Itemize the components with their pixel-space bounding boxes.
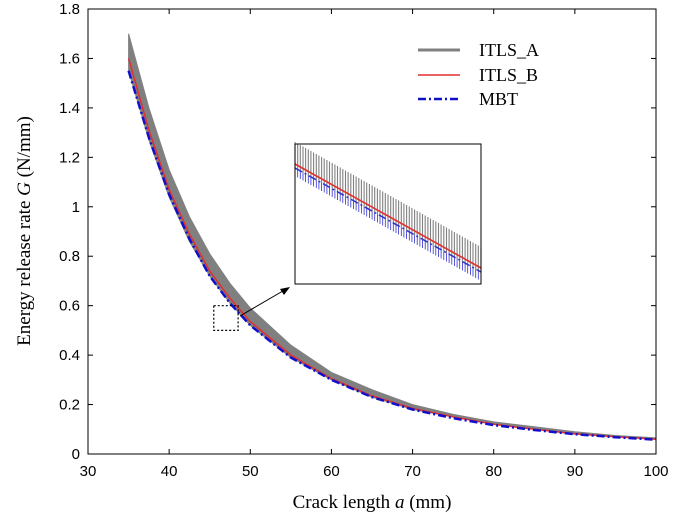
x-tick-label-4: 70 xyxy=(404,463,421,480)
ticks-layer: 30 40 50 60 70 80 90 100 0 0.2 0.4 0.6 0.8 1 1.2 1.4 1.6… xyxy=(59,1,668,480)
x-tick-label-0: 30 xyxy=(80,463,97,480)
y-tick-label-0: 0 xyxy=(72,446,80,463)
x-tick-label-7: 100 xyxy=(643,463,668,480)
legend-label-itls-a: ITLS_A xyxy=(479,40,539,60)
zoom-arrowhead xyxy=(280,287,290,295)
x-tick-label-5: 80 xyxy=(485,463,502,480)
series-mbt xyxy=(127,70,657,441)
inset-itls-b xyxy=(294,163,482,269)
zoom-arrow xyxy=(239,287,289,317)
y-tick-label-4: 0.8 xyxy=(59,248,80,265)
legend-label-mbt: MBT xyxy=(479,89,518,109)
y-tick-label-1: 0.2 xyxy=(59,397,80,414)
y-tick-label-3: 0.6 xyxy=(59,298,80,315)
series-itls-b xyxy=(127,58,657,440)
plot-frame xyxy=(87,8,657,455)
y-tick-label-8: 1.6 xyxy=(59,50,80,67)
y-axis-label: Energy release rate G (N/mm) xyxy=(14,116,35,346)
y-tick-label-7: 1.4 xyxy=(59,100,80,117)
y-tick-label-2: 0.4 xyxy=(59,347,80,364)
zoom-region-box xyxy=(213,305,239,331)
y-tick-label-9: 1.8 xyxy=(59,1,80,18)
legend: ITLS_A ITLS_B MBT xyxy=(418,40,539,109)
inset-panel xyxy=(294,142,482,285)
x-tick-label-1: 40 xyxy=(161,463,178,480)
x-tick-label-2: 50 xyxy=(242,463,259,480)
x-axis-label: Crack length a (mm) xyxy=(293,492,452,513)
x-tick-label-3: 60 xyxy=(323,463,340,480)
x-tick-label-6: 90 xyxy=(567,463,584,480)
legend-label-itls-b: ITLS_B xyxy=(479,65,538,85)
y-tick-label-6: 1.2 xyxy=(59,149,80,166)
y-tick-label-5: 1 xyxy=(72,199,80,216)
inset-frame xyxy=(294,143,482,285)
inset-mbt xyxy=(294,167,482,273)
